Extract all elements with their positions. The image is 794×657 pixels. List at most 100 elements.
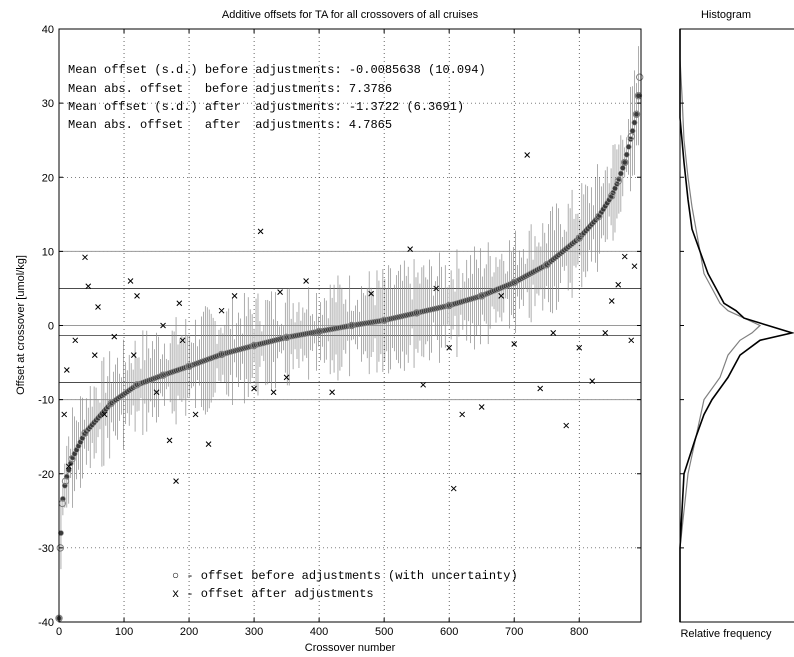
y-tick-label: 30 bbox=[42, 98, 54, 110]
after-point bbox=[179, 337, 186, 344]
x-tick-label: 100 bbox=[115, 626, 133, 638]
after-point bbox=[524, 152, 531, 158]
after-point bbox=[283, 374, 290, 381]
before-point-key bbox=[632, 110, 641, 118]
after-point bbox=[498, 292, 505, 299]
y-tick-label: -40 bbox=[38, 617, 54, 629]
before-point-key bbox=[614, 177, 622, 185]
after-point bbox=[602, 330, 609, 336]
x-tick-label: 600 bbox=[440, 626, 458, 638]
before-point bbox=[633, 111, 640, 118]
x-tick-label: 400 bbox=[310, 626, 328, 638]
before-point bbox=[619, 165, 626, 171]
before-point-key bbox=[61, 477, 70, 485]
after-point bbox=[628, 337, 635, 344]
after-point bbox=[446, 344, 453, 351]
before-point bbox=[629, 128, 636, 134]
after-point bbox=[91, 352, 98, 359]
before-point-key bbox=[107, 399, 115, 408]
before-point-key bbox=[185, 362, 193, 370]
after-point bbox=[173, 478, 179, 485]
after-point bbox=[192, 411, 199, 418]
stats-annotations: Mean offset (s.d.) before adjustments: -… bbox=[68, 63, 486, 132]
before-point-key bbox=[412, 309, 421, 317]
before-point-key bbox=[380, 316, 388, 325]
after-point bbox=[277, 289, 283, 295]
after-point bbox=[450, 485, 457, 492]
before-point-key bbox=[627, 132, 635, 141]
before-point-key bbox=[575, 234, 583, 242]
before-point bbox=[623, 151, 630, 158]
before-point-key bbox=[477, 292, 486, 300]
main-y-ticks: -40 -30 -20 -10 0 10 20 30 40 bbox=[38, 24, 641, 629]
before-point bbox=[65, 467, 72, 473]
before-series-markers bbox=[55, 73, 644, 622]
stat-abs-before: Mean abs. offset before adjustments: 7.3… bbox=[68, 82, 392, 96]
after-point bbox=[329, 389, 335, 396]
before-point-key bbox=[510, 278, 518, 287]
main-x-ticks: 0 100 200 300 400 500 600 700 800 bbox=[56, 29, 588, 638]
before-point-key bbox=[68, 455, 76, 463]
y-tick-label: -20 bbox=[38, 469, 54, 481]
x-tick-label: 200 bbox=[180, 626, 198, 638]
after-point bbox=[127, 278, 134, 284]
y-tick-label: 20 bbox=[42, 172, 54, 184]
after-point bbox=[478, 404, 485, 410]
stat-mean-before: Mean offset (s.d.) before adjustments: -… bbox=[68, 63, 486, 77]
after-point bbox=[111, 333, 118, 340]
before-point-key bbox=[81, 429, 89, 437]
before-point bbox=[635, 92, 642, 99]
after-point bbox=[631, 263, 638, 270]
x-tick-label: 0 bbox=[56, 626, 62, 638]
before-point-key bbox=[595, 212, 603, 221]
after-point bbox=[511, 341, 518, 347]
before-point-key bbox=[347, 321, 356, 330]
before-point-key bbox=[543, 261, 551, 269]
histogram-x-label: Relative frequency bbox=[680, 628, 772, 640]
legend-after: x - offset after adjustments bbox=[172, 587, 374, 601]
after-point bbox=[576, 344, 583, 351]
before-point-key bbox=[56, 544, 65, 552]
after-point bbox=[134, 292, 140, 299]
after-point bbox=[130, 352, 137, 359]
after-point bbox=[85, 283, 92, 290]
before-point bbox=[621, 159, 628, 166]
after-point bbox=[153, 389, 160, 396]
after-point bbox=[537, 385, 544, 392]
histogram-y-ticks bbox=[680, 28, 684, 623]
before-point-key bbox=[250, 341, 258, 350]
after-point bbox=[61, 411, 68, 418]
before-point-key bbox=[608, 192, 616, 200]
after-point bbox=[166, 437, 173, 444]
y-tick-label: -30 bbox=[38, 543, 54, 555]
x-tick-label: 300 bbox=[245, 626, 263, 638]
after-series-markers bbox=[61, 152, 638, 492]
x-tick-label: 800 bbox=[570, 626, 588, 638]
after-point bbox=[160, 322, 166, 329]
after-point bbox=[459, 411, 466, 418]
after-point bbox=[65, 463, 72, 470]
after-point bbox=[563, 422, 570, 429]
before-point bbox=[625, 143, 632, 150]
before-point-key bbox=[159, 371, 167, 379]
before-point-key bbox=[282, 333, 291, 342]
after-point bbox=[270, 389, 277, 396]
y-tick-label: -10 bbox=[38, 395, 54, 407]
legend: ○ - offset before adjustments (with unce… bbox=[172, 569, 518, 601]
after-point bbox=[550, 330, 557, 336]
before-point-key bbox=[621, 158, 629, 167]
stat-mean-after: Mean offset (s.d.) after adjustments: -1… bbox=[68, 100, 464, 114]
after-point bbox=[95, 304, 101, 310]
after-point bbox=[63, 367, 70, 373]
y-tick-label: 10 bbox=[42, 246, 54, 258]
after-point bbox=[82, 254, 88, 261]
after-point bbox=[218, 307, 225, 314]
before-point-key bbox=[634, 92, 643, 100]
after-point bbox=[303, 278, 309, 284]
after-point bbox=[101, 411, 108, 418]
y-axis-label: Offset at crossover [umol/kg] bbox=[15, 255, 27, 395]
after-point bbox=[420, 381, 427, 388]
histogram-frame bbox=[679, 28, 794, 623]
after-point bbox=[251, 385, 257, 392]
